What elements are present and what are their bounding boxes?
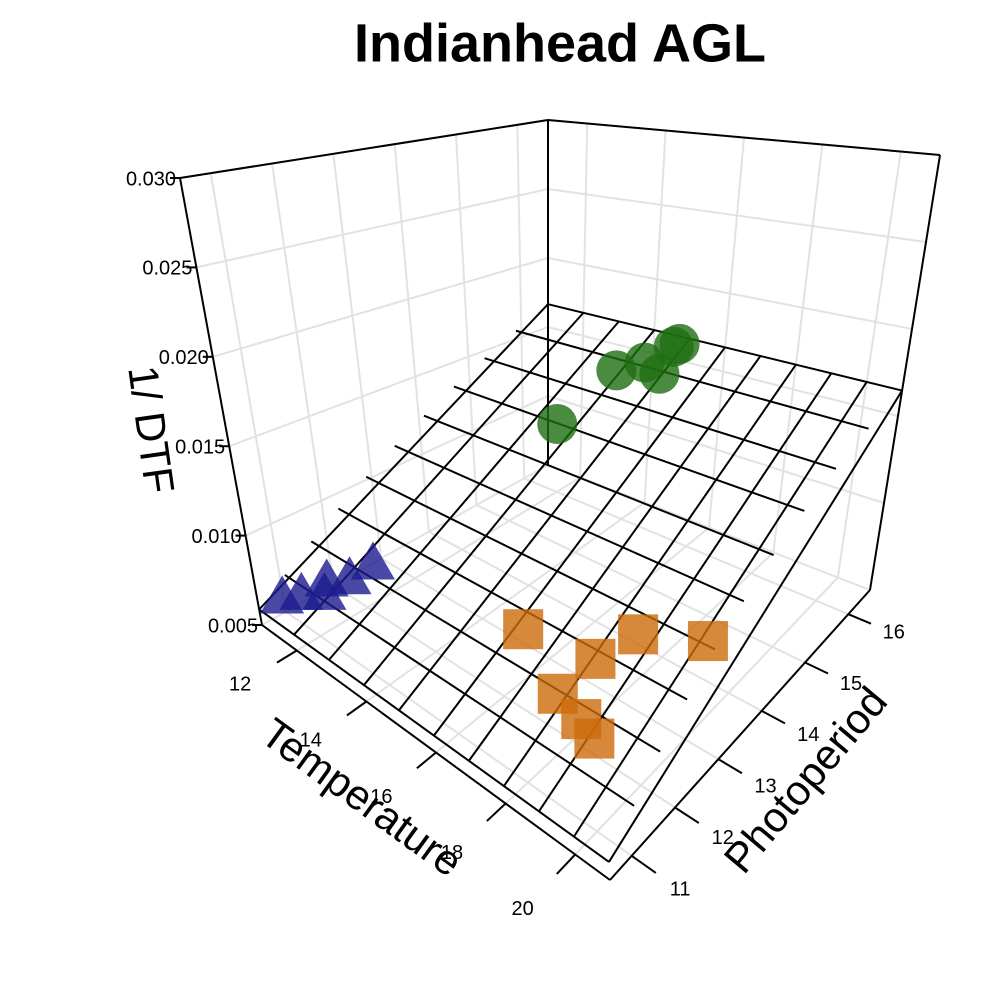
grid-line (393, 144, 430, 532)
regression-plane (398, 337, 691, 711)
regression-plane (394, 444, 745, 603)
x-tick-label: 20 (512, 898, 534, 920)
grid-line (209, 172, 287, 612)
grid-line (836, 151, 902, 578)
y-tick-label: 12 (712, 827, 734, 849)
z-tick-label: 0.005 (208, 615, 258, 637)
tick-mark (276, 649, 298, 664)
z-tick-label: 0.020 (159, 347, 209, 369)
z-axis-title: 1/ DTF (119, 363, 183, 497)
regression-plane (573, 381, 868, 838)
grid-line (271, 163, 335, 586)
point (575, 638, 616, 679)
point (574, 718, 615, 759)
y-tick-label: 13 (754, 776, 776, 798)
grid-line (455, 134, 478, 506)
regression-plane (484, 357, 837, 470)
chart-title: Indianhead AGL (354, 13, 766, 73)
x-tick-label: 14 (300, 730, 322, 752)
grid-line (380, 557, 719, 761)
regression-plane (503, 363, 797, 787)
tick-mark (674, 806, 700, 824)
regression-plane (453, 385, 805, 512)
regression-plane (433, 346, 726, 736)
grid-line (428, 530, 763, 712)
regression-plane (363, 329, 656, 686)
tick-mark (556, 853, 576, 875)
grid-line (523, 477, 849, 616)
tick-mark (486, 802, 507, 822)
point (537, 404, 578, 445)
x-tick-label: 18 (441, 842, 463, 864)
y-tick-label: 16 (883, 621, 905, 643)
grid-line (228, 326, 549, 448)
axis-line (869, 154, 941, 591)
axis-line (179, 119, 549, 179)
point (659, 323, 700, 364)
grid-line (332, 584, 676, 809)
y-tick-label: 14 (797, 724, 819, 746)
grid-line (332, 153, 383, 559)
x-axis-title: Temperature (253, 709, 471, 886)
regression-plane (328, 320, 620, 661)
grid-line (285, 610, 633, 857)
grid-line (579, 123, 589, 478)
grid-line (708, 137, 745, 528)
x-tick-label: 12 (229, 673, 251, 695)
point (687, 621, 728, 662)
regression-plane (547, 303, 903, 392)
regression-plane (258, 608, 610, 863)
y-tick-label: 11 (670, 878, 691, 900)
tick-mark (346, 700, 367, 717)
z-tick-label: 0.025 (142, 258, 192, 280)
regression-plane (468, 355, 762, 762)
point (304, 558, 349, 597)
axis-line (609, 589, 871, 881)
grid-line (245, 395, 549, 537)
regression-plane (258, 303, 549, 611)
z-tick-label: 0.015 (175, 436, 225, 458)
z-tick-label: 0.030 (126, 168, 176, 190)
tick-mark (847, 613, 872, 625)
axis-line (547, 119, 941, 156)
z-tick-label: 0.010 (192, 526, 242, 548)
grid-line (643, 130, 667, 503)
tick-mark (416, 751, 437, 770)
tick-mark (631, 855, 657, 874)
grid-line (212, 257, 549, 358)
point (350, 541, 395, 580)
axis-line (179, 177, 263, 626)
tick-mark (717, 758, 743, 775)
x-tick-label: 16 (370, 786, 392, 808)
regression-plane (608, 390, 903, 863)
tick-mark (761, 709, 786, 725)
point (503, 609, 544, 650)
y-axis-title: Photoperiod (715, 678, 897, 882)
tick-mark (804, 661, 829, 675)
regression-plane (423, 414, 775, 557)
grid-line (196, 188, 549, 269)
grid-line (772, 144, 824, 553)
regression-plane (284, 574, 635, 807)
grid-line (574, 576, 839, 856)
y-tick-label: 15 (840, 673, 862, 695)
regression-plane (515, 329, 869, 430)
grid-line (516, 124, 526, 479)
regression-plane (337, 507, 688, 701)
point (618, 614, 659, 655)
